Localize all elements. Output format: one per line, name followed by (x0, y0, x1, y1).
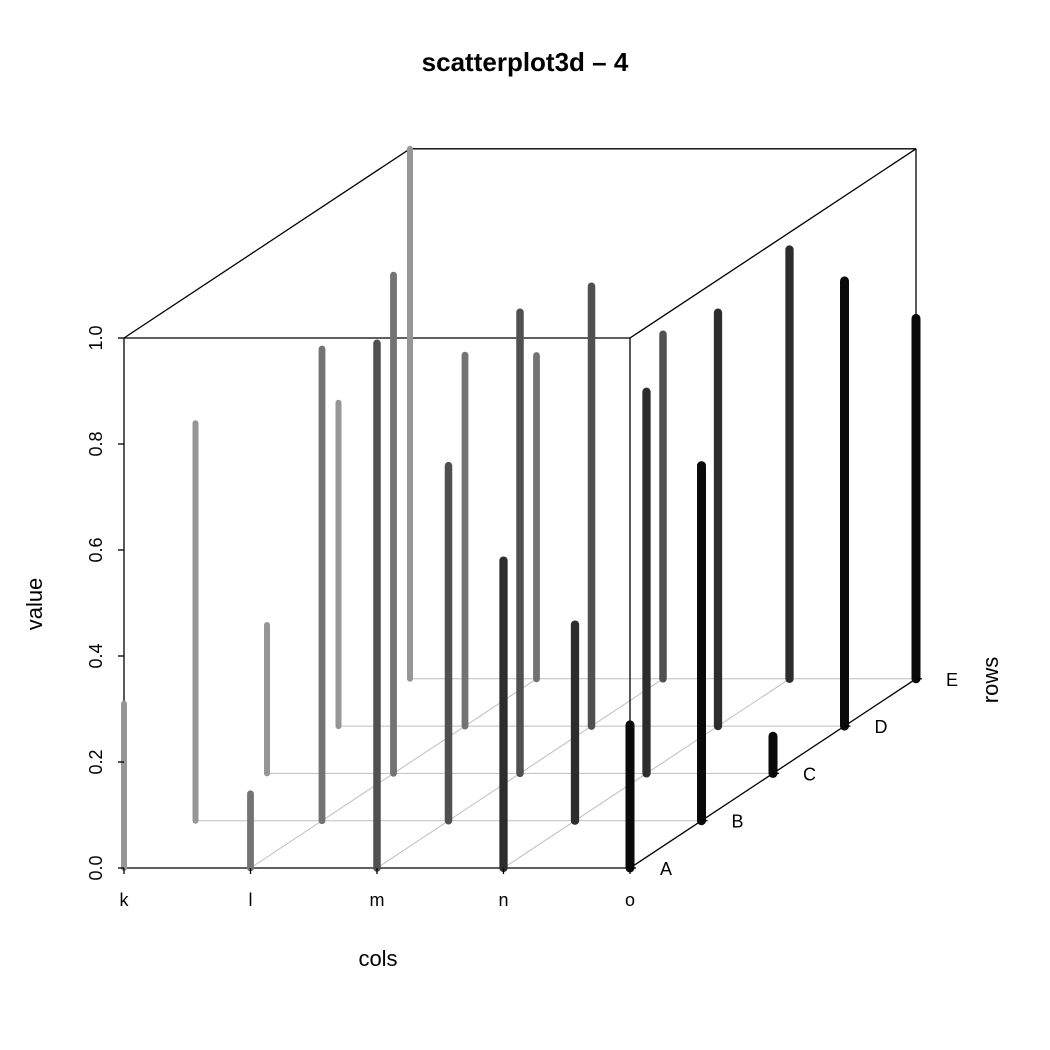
x-tick-label: m (370, 890, 385, 910)
chart-title: scatterplot3d – 4 (422, 47, 629, 77)
data-bars (121, 145, 921, 873)
y-tick-label: E (946, 670, 958, 690)
z-tick-label: 1.0 (86, 325, 106, 350)
x-tick-label: o (625, 890, 635, 910)
y-tick-label: B (732, 812, 744, 832)
y-axis-label: rows (978, 657, 1003, 703)
z-tick-label: 0.6 (86, 537, 106, 562)
box-edge-top-left (123, 148, 411, 339)
x-tick-label: n (498, 890, 508, 910)
z-tick-label: 0.2 (86, 749, 106, 774)
x-tick-label: k (120, 890, 130, 910)
z-tick-label: 0.8 (86, 431, 106, 456)
x-axis-label: cols (358, 946, 397, 971)
x-tick-label: l (249, 890, 253, 910)
z-tick-label: 0.0 (86, 855, 106, 880)
z-tick-label: 0.4 (86, 643, 106, 668)
box-edge-top-right (629, 148, 917, 339)
axis-ticks: 0.0 0.2 0.4 0.6 0.8 1.0 k l m n o A B C D E (86, 325, 958, 910)
y-tick-label: C (803, 764, 816, 784)
z-axis-label: value (22, 578, 47, 631)
y-tick-label: A (660, 859, 672, 879)
y-tick-label: D (875, 717, 888, 737)
